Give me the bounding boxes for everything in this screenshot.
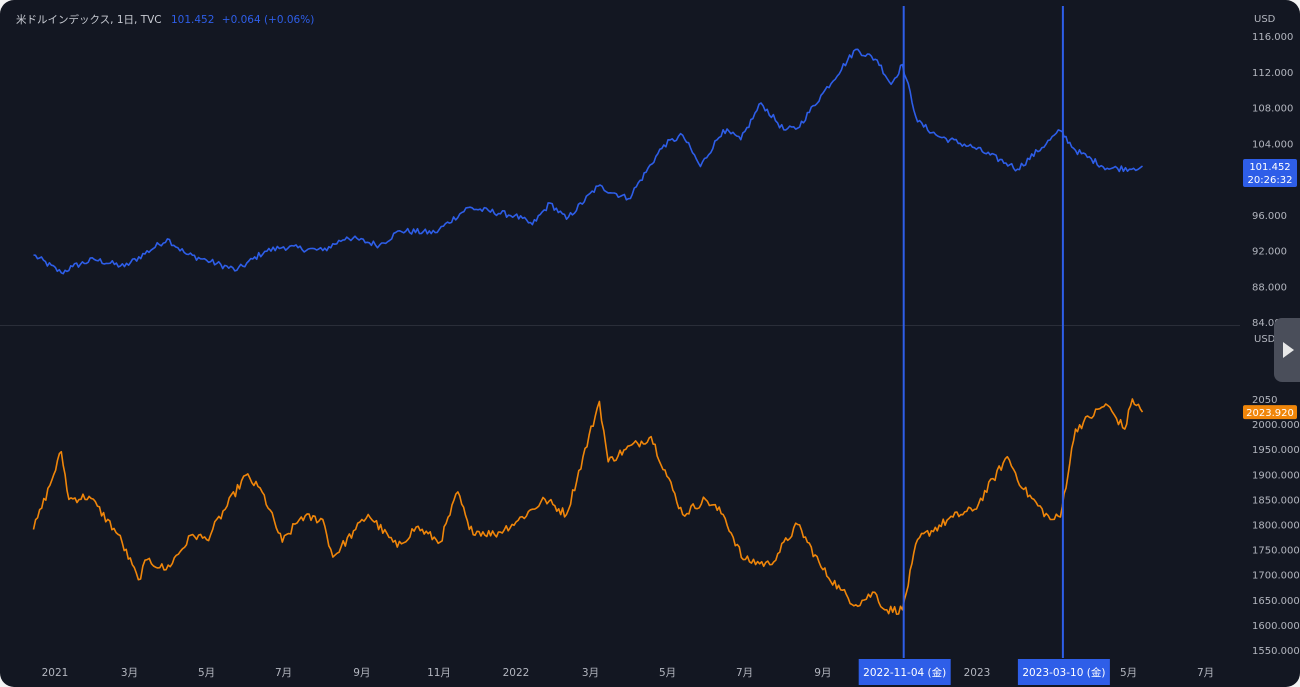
x-tick-label: 3月 [582,667,599,679]
x-tick-label: 5月 [659,667,676,679]
y-tick-label: 1550.000 [1252,646,1300,657]
x-tick-label: 9月 [353,667,370,679]
y-tick-label: 96.000 [1252,211,1287,222]
x-tick-label: 3月 [121,667,138,679]
x-tick-label: 9月 [814,667,831,679]
y-tick-label: 1650.000 [1252,596,1300,607]
x-tick-label: 7月 [1197,667,1214,679]
y-tick-label: 1800.000 [1252,521,1300,532]
legend-symbol: 米ドルインデックス, 1日, TVC [16,14,162,26]
y-tick-label: 84.000 [1252,318,1287,329]
x-tick-label: 11月 [427,667,451,679]
date-marker-tag [1017,659,1110,685]
gold-series-line [32,398,1144,616]
y-tick-label: 1750.000 [1252,546,1300,557]
y-tick-label: 1700.000 [1252,571,1300,582]
x-tick-label: 2022 [503,667,530,679]
last-value-tag [1243,405,1297,420]
x-tick-label: 5月 [1120,667,1137,679]
unit-label: USD [1254,14,1276,25]
y-tick-label: 1950.000 [1252,445,1300,456]
date-marker-label: 2022-11-04 (金) [863,666,946,679]
last-time-label: 20:26:32 [1248,175,1293,186]
y-tick-label: 108.000 [1252,104,1293,115]
last-value-tag [1243,159,1297,187]
date-marker-tag [858,659,951,685]
x-tick-label: 5月 [198,667,215,679]
y-tick-label: 2000.000 [1252,420,1300,431]
y-tick-label: 112.000 [1252,68,1293,79]
last-value-label: 101.452 [1249,162,1290,173]
x-tick-label: 2023 [964,667,991,679]
y-tick-label: 104.000 [1252,139,1293,150]
y-tick-label: 92.000 [1252,247,1287,258]
x-tick-label: 7月 [736,667,753,679]
y-tick-label: 116.000 [1252,32,1293,43]
y-tick-label: 1600.000 [1252,621,1300,632]
play-arrow-icon[interactable] [1274,318,1300,382]
y-tick-label: 2050 [1252,395,1277,406]
legend-value: 101.452 [171,14,215,26]
y-tick-label: 88.000 [1252,282,1287,293]
last-value-label: 2023.920 [1246,408,1294,419]
x-tick-label: 2021 [42,667,69,679]
chart-legend: 米ドルインデックス, 1日, TVC 101.452 +0.064 (+0.06… [16,12,314,27]
legend-change: +0.064 (+0.06%) [221,14,315,26]
x-tick-label: 7月 [275,667,292,679]
dxy-series-line [33,48,1143,275]
y-tick-label: 1850.000 [1252,495,1300,506]
unit-label: USD [1254,334,1276,345]
date-marker-label: 2023-03-10 (金) [1022,666,1105,679]
y-tick-label: 1900.000 [1252,470,1300,481]
